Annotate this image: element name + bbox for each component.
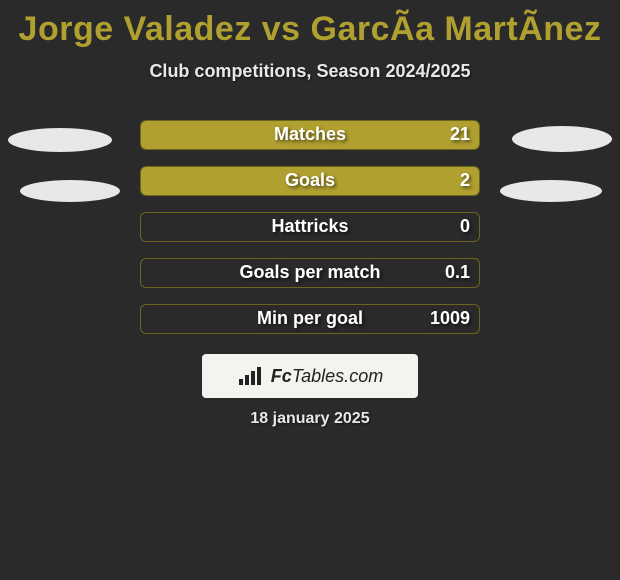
bar-track (140, 304, 480, 334)
stats-card: Jorge Valadez vs GarcÃ­a MartÃ­nez Club … (0, 0, 620, 580)
bar-row: Min per goal1009 (0, 304, 620, 350)
brand-rest: Tables.com (292, 366, 383, 386)
brand-bold: Fc (271, 366, 292, 386)
bar-row: Goals2 (0, 166, 620, 212)
subtitle: Club competitions, Season 2024/2025 (0, 61, 620, 82)
brand-text: FcTables.com (271, 366, 383, 387)
page-title: Jorge Valadez vs GarcÃ­a MartÃ­nez (0, 0, 620, 49)
bar-row: Hattricks0 (0, 212, 620, 258)
bar-row: Goals per match0.1 (0, 258, 620, 304)
bars-icon (237, 365, 263, 387)
date-line: 18 january 2025 (0, 410, 620, 428)
bar-row: Matches21 (0, 120, 620, 166)
brand-badge: FcTables.com (202, 354, 418, 398)
bar-track (140, 212, 480, 242)
bar-track (140, 166, 480, 196)
bar-track (140, 258, 480, 288)
bar-fill (141, 121, 479, 149)
bars-area: Matches21Goals2Hattricks0Goals per match… (0, 120, 620, 350)
bar-track (140, 120, 480, 150)
bar-fill (141, 167, 479, 195)
